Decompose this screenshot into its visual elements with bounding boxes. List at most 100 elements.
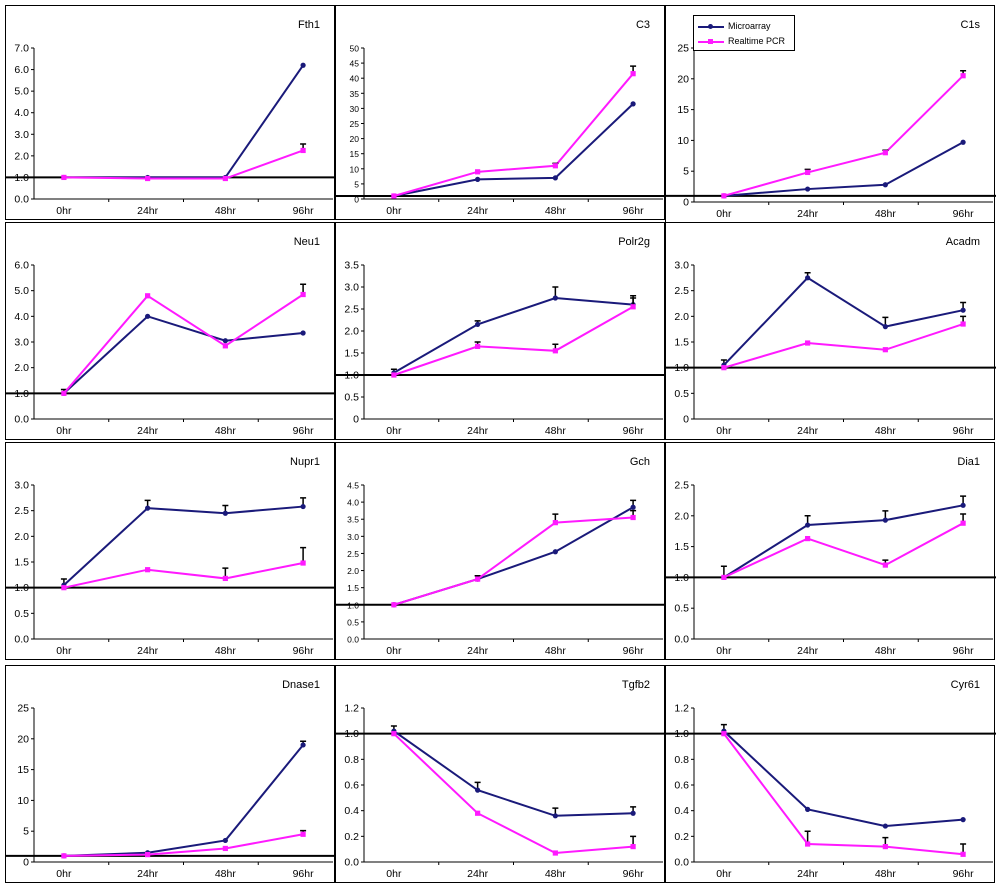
chart-panel-dnase1: Dnase1 0 5 10 15 20 25 0hr 24hr 48hr 96hr — [5, 665, 336, 883]
y-tick-label: 0 — [353, 414, 359, 426]
chart-title: Dnase1 — [282, 679, 320, 691]
data-point — [475, 787, 481, 793]
series-line-realtime-pcr — [63, 833, 304, 857]
y-tick-label: 0 — [683, 414, 689, 426]
chart-title: C3 — [636, 19, 650, 31]
data-point — [552, 549, 558, 555]
y-tick-label: 6.0 — [14, 260, 29, 272]
data-point — [300, 147, 306, 154]
chart-panel-c1s: C1s 0 5 10 15 20 25 0hr 24hr 48hr 96hr Microarray Re… — [665, 5, 996, 223]
data-point — [960, 73, 966, 79]
y-tick-label: 1.5 — [347, 583, 359, 593]
y-tick-label: 5.0 — [14, 86, 29, 98]
data-point — [300, 503, 306, 510]
data-point — [300, 291, 306, 298]
data-point — [805, 169, 811, 176]
series-line-realtime-pcr — [723, 75, 964, 197]
chart-svg: Fth10.01.02.03.04.05.06.07.00hr24hr48hr9… — [6, 19, 336, 217]
x-tick-label: 96hr — [293, 425, 315, 437]
y-tick-label: 0.6 — [674, 780, 689, 792]
data-point — [145, 313, 151, 319]
data-point — [61, 853, 67, 859]
data-point — [391, 731, 397, 737]
x-tick-label: 0hr — [56, 645, 72, 657]
data-point — [61, 390, 67, 396]
y-tick-label: 0.0 — [674, 857, 689, 869]
data-point — [805, 841, 811, 847]
data-point — [222, 837, 228, 844]
y-tick-label: 0.8 — [344, 754, 359, 766]
data-point — [721, 574, 727, 580]
chart-svg: Cyr610.00.20.40.60.81.01.20hr24hr48hr96h… — [666, 679, 996, 880]
chart-panel-cyr61: Cyr610.00.20.40.60.81.01.20hr24hr48hr96h… — [665, 665, 996, 883]
data-point — [630, 101, 636, 107]
y-tick-label: 15 — [17, 764, 29, 776]
data-point — [552, 295, 558, 301]
x-tick-label: 24hr — [137, 205, 159, 217]
chart-title: Fth1 — [298, 19, 320, 31]
y-tick-label: 2.0 — [14, 362, 29, 374]
y-tick-label: 0.2 — [674, 831, 689, 843]
data-point — [552, 520, 558, 526]
y-tick-label: 7.0 — [14, 43, 29, 55]
y-tick-label: 25 — [350, 119, 360, 129]
chart-panel-neu1: Neu1 0.0 1.0 2.0 3.0 4.0 5.0 6.0 0hr 24hr 48hr 96hr — [5, 222, 336, 440]
data-point — [805, 340, 811, 346]
chart-title: Tgfb2 — [622, 679, 650, 691]
chart-svg: C1s 0 5 10 15 20 25 0hr 24hr 48hr 96hr — [666, 19, 996, 220]
x-tick-label: 0hr — [716, 868, 732, 880]
y-tick-label: 0.8 — [674, 754, 689, 766]
series-line-microarray — [63, 315, 304, 395]
x-tick-label: 96hr — [953, 208, 975, 220]
y-tick-label: 20 — [677, 73, 689, 85]
data-point — [222, 845, 228, 852]
x-tick-label: 96hr — [623, 868, 645, 880]
chart-title: C1s — [960, 19, 980, 31]
series-line-microarray — [393, 103, 634, 197]
y-tick-label: 3.5 — [347, 515, 359, 525]
y-tick-label: 0.5 — [674, 388, 689, 400]
y-tick-label: 0 — [354, 195, 359, 205]
chart-panel-polr2g: Polr2g00.51.01.52.02.53.03.50hr24hr48hr9… — [335, 222, 666, 440]
y-tick-label: 4.0 — [14, 107, 29, 119]
series-line-realtime-pcr — [63, 149, 304, 180]
y-tick-label: 0.0 — [347, 635, 359, 645]
series-line-microarray — [723, 504, 964, 579]
data-point — [630, 514, 636, 521]
data-point — [475, 343, 481, 349]
x-tick-label: 0hr — [56, 425, 72, 437]
data-point — [960, 851, 966, 857]
y-tick-label: 0.0 — [14, 414, 29, 426]
y-tick-label: 5 — [354, 179, 359, 189]
legend-label: Realtime PCR — [728, 36, 786, 46]
data-point — [475, 321, 481, 327]
y-tick-label: 6.0 — [14, 64, 29, 76]
data-point — [960, 502, 966, 508]
data-point — [960, 817, 966, 823]
y-tick-label: 1.5 — [14, 557, 29, 569]
data-point — [721, 731, 727, 737]
y-tick-label: 40 — [350, 74, 360, 84]
chart-panel-c3: C3 0 5 10 15 20 25 30 35 40 45 50 0hr 24hr 48hr 96hr — [335, 5, 666, 220]
series-line-microarray — [393, 296, 634, 374]
chart-svg: C3 0 5 10 15 20 25 30 35 40 45 50 0hr 24hr 48hr 96hr — [336, 19, 666, 217]
legend: Microarray Realtime PCR — [693, 15, 795, 51]
y-tick-label: 20 — [17, 733, 29, 745]
y-tick-label: 3.0 — [347, 532, 359, 542]
chart-svg: Gch0.00.51.01.52.02.53.03.54.04.50hr24hr… — [336, 456, 666, 657]
x-tick-label: 96hr — [953, 868, 975, 880]
y-tick-label: 4.0 — [347, 498, 359, 508]
x-tick-label: 24hr — [797, 208, 819, 220]
x-tick-label: 96hr — [293, 205, 315, 217]
series-line-realtime-pcr — [723, 522, 964, 579]
chart-panel-gch: Gch0.00.51.01.52.02.53.03.54.04.50hr24hr… — [335, 442, 666, 660]
y-tick-label: 10 — [350, 164, 360, 174]
chart-svg: Polr2g00.51.01.52.02.53.03.50hr24hr48hr9… — [336, 236, 666, 437]
y-tick-label: 0.0 — [14, 194, 29, 206]
data-point — [145, 175, 151, 182]
y-tick-label: 4.5 — [347, 481, 359, 491]
x-tick-label: 0hr — [716, 208, 732, 220]
series-line-realtime-pcr — [723, 733, 964, 856]
series-line-realtime-pcr — [723, 323, 964, 369]
